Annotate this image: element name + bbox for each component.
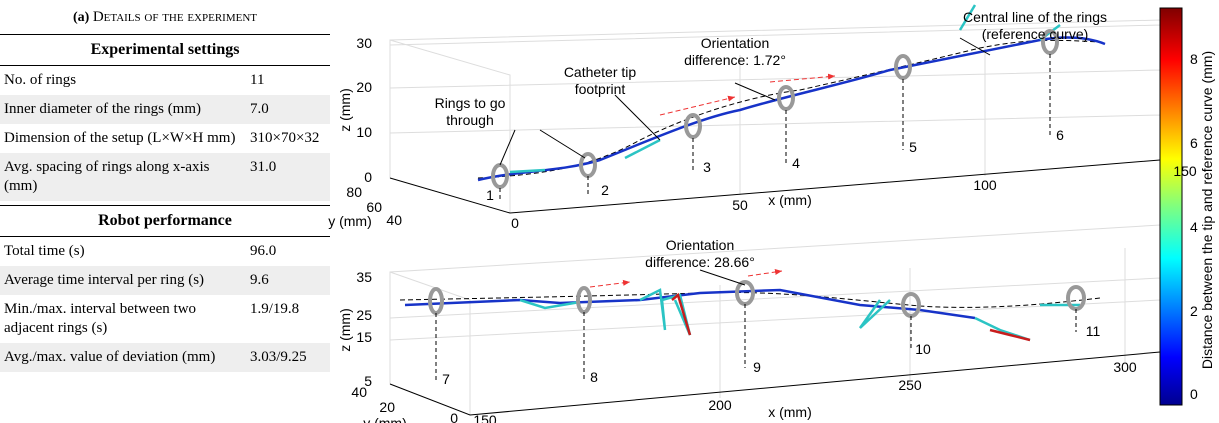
x-tick-label: 100 <box>973 177 997 193</box>
x-axis-label: x (mm) <box>768 192 812 208</box>
ring-label: 9 <box>753 359 761 375</box>
y-tick-label: 40 <box>351 384 367 400</box>
ring-label: 4 <box>792 155 800 171</box>
ring-label: 3 <box>703 159 711 175</box>
y-tick-label: 40 <box>386 212 402 228</box>
annotation: Central line of the rings(reference curv… <box>963 9 1107 42</box>
bottom-grid <box>390 225 1160 415</box>
y-tick-label: 20 <box>379 399 395 415</box>
x-axis-label: x (mm) <box>768 404 812 420</box>
colorbar-label: Distance between the tip and reference c… <box>1199 51 1215 369</box>
ring-label: 7 <box>442 371 450 387</box>
colorbar-tick-label: 6 <box>1190 135 1198 151</box>
x-tick-label: 150 <box>473 412 497 423</box>
y-tick-label: 0 <box>450 410 458 423</box>
colorbar <box>1160 8 1182 405</box>
ring-label: 11 <box>1086 323 1101 339</box>
x-tick-label: 0 <box>511 215 519 231</box>
ring-label: 10 <box>915 341 931 357</box>
x-tick-label: 200 <box>708 397 732 413</box>
figure: 3020100050100150806040x (mm)y (mm)z (mm)… <box>0 0 1219 423</box>
y-tick-label: 80 <box>346 184 362 200</box>
z-axis-label: z (mm) <box>337 308 353 352</box>
x-tick-label: 150 <box>1173 163 1197 179</box>
colorbar-tick-label: 2 <box>1190 303 1198 319</box>
ring-label: 8 <box>590 369 598 385</box>
page: (a) Details of the experiment Experiment… <box>0 0 1219 423</box>
ring-label: 6 <box>1056 127 1064 143</box>
ring-label: 2 <box>601 182 609 198</box>
z-tick-label: 35 <box>356 269 372 285</box>
top-orientation-arrows <box>660 76 835 115</box>
z-tick-label: 30 <box>356 35 372 51</box>
ring-label: 1 <box>486 187 494 203</box>
z-tick-label: 20 <box>356 79 372 95</box>
z-axis-label: z (mm) <box>337 88 353 132</box>
x-tick-label: 50 <box>732 197 748 213</box>
colorbar-tick-label: 8 <box>1190 51 1198 67</box>
z-tick-label: 15 <box>356 329 372 345</box>
z-tick-label: 0 <box>364 169 372 185</box>
colorbar-tick-label: 4 <box>1190 219 1198 235</box>
y-axis-label: y (mm) <box>328 213 372 229</box>
ring-label: 5 <box>909 139 917 155</box>
x-tick-label: 250 <box>898 377 922 393</box>
x-tick-label: 300 <box>1113 359 1137 375</box>
z-tick-label: 25 <box>356 307 372 323</box>
bottom-orientation-arrows <box>590 271 782 287</box>
colorbar-tick-label: 0 <box>1190 386 1198 402</box>
z-tick-label: 10 <box>356 124 372 140</box>
y-axis-label: y (mm) <box>363 415 407 423</box>
